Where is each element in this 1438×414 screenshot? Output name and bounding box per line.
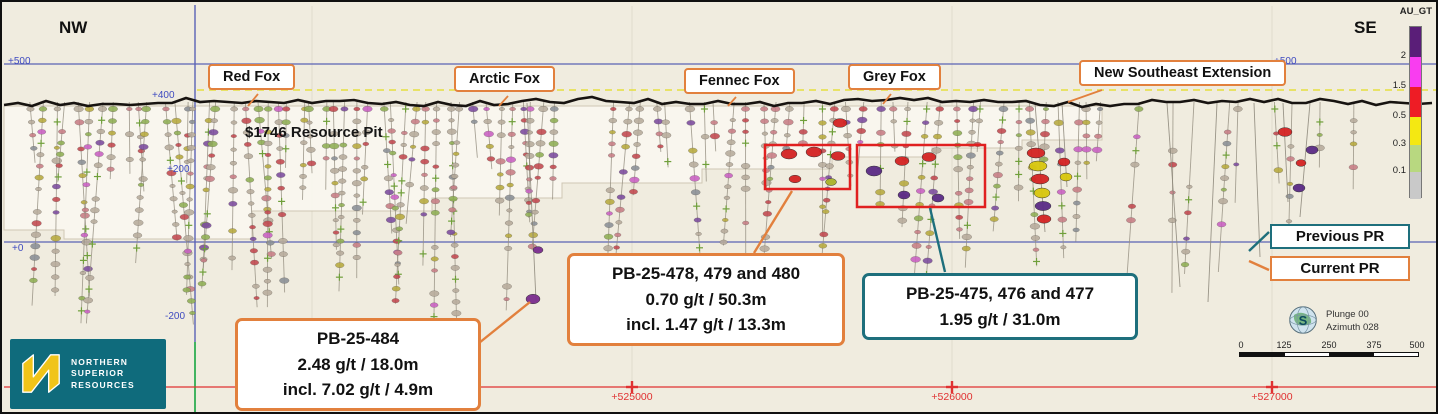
globe-south-label: S (1299, 313, 1308, 328)
zone-label-red-fox: Red Fox (208, 64, 296, 90)
legend-value-1-5: 1.5 (1392, 80, 1406, 91)
callout-pb-25-475-476-477: PB-25-475, 476 and 477 1.95 g/t / 31.0m (862, 273, 1138, 340)
scale-bar-segments (1239, 352, 1419, 357)
scale-tick-375: 375 (1366, 340, 1382, 350)
callout-grade: 0.70 g/t / 50.3m (645, 289, 767, 309)
zone-label-arctic-fox: Arctic Fox (454, 66, 555, 92)
plunge-label: Plunge 00 (1326, 309, 1369, 320)
scale-bar: 0 125 250 375 500 (1238, 340, 1425, 360)
elevation-label-200: +200 (167, 164, 190, 175)
scale-bar-segment (1329, 353, 1374, 356)
legend-value-0-3: 0.3 (1392, 138, 1406, 149)
legend-color-bar (1409, 26, 1422, 199)
logo-n-icon (22, 354, 60, 393)
elevation-label-400: +400 (152, 90, 175, 101)
scale-tick-250: 250 (1321, 340, 1337, 350)
company-logo: NORTHERN SUPERIOR RESOURCES (10, 339, 166, 409)
scale-bar-segment (1240, 353, 1285, 356)
legend-value-2: 2 (1400, 50, 1406, 61)
callout-included-grade: incl. 7.02 g/t / 4.9m (282, 380, 434, 399)
legend-value-0-1: 0.1 (1392, 165, 1406, 176)
elevation-label-0: +0 (12, 243, 24, 254)
easting-label-527000: +527000 (1251, 391, 1293, 403)
scale-bar-segment (1373, 353, 1418, 356)
callout-included-grade: incl. 1.47 g/t / 13.3m (626, 315, 786, 334)
azimuth-label: Azimuth 028 (1326, 322, 1379, 333)
orientation-globe-icon: S (1289, 306, 1317, 334)
compass-se: SE (1354, 18, 1377, 37)
zone-label-new-southeast-extension: New Southeast Extension (1079, 60, 1287, 86)
logo-text: NORTHERN SUPERIOR RESOURCES (71, 357, 135, 391)
easting-label-526000: +526000 (931, 391, 973, 403)
zone-label-fennec-fox: Fennec Fox (684, 68, 795, 94)
scale-tick-0: 0 (1238, 340, 1244, 350)
easting-label-525000: +525000 (611, 391, 653, 403)
logo-line-northern: NORTHERN (71, 356, 128, 367)
legend-color-segment (1410, 145, 1421, 172)
legend-color-segment (1410, 57, 1421, 87)
resource-pit-label: $1746 Resource Pit (245, 124, 383, 141)
scale-tick-500: 500 (1409, 340, 1425, 350)
legend-value-0-5: 0.5 (1392, 110, 1406, 121)
callout-title: PB-25-478, 479 and 480 (611, 264, 801, 283)
callout-title: PB-25-475, 476 and 477 (905, 284, 1095, 303)
callout-title: PB-25-484 (316, 329, 400, 348)
grade-legend: AU_GT 2 1.5 0.5 0.3 0.1 (1360, 6, 1436, 206)
current-pr-label: Current PR (1270, 256, 1410, 281)
compass-nw: NW (59, 18, 88, 37)
legend-color-segment (1410, 27, 1421, 57)
zone-label-grey-fox: Grey Fox (848, 64, 941, 90)
callout-grade: 2.48 g/t / 18.0m (297, 354, 419, 374)
logo-line-resources: RESOURCES (71, 379, 135, 390)
elevation-label-neg200: -200 (165, 311, 186, 322)
logo-line-superior: SUPERIOR (71, 368, 125, 379)
legend-color-segment (1410, 87, 1421, 117)
legend-color-segment (1410, 172, 1421, 199)
scale-tick-125: 125 (1276, 340, 1292, 350)
callout-grade: 1.95 g/t / 31.0m (939, 309, 1061, 329)
previous-pr-label: Previous PR (1270, 224, 1410, 249)
callout-pb-25-484: PB-25-484 2.48 g/t / 18.0m incl. 7.02 g/… (235, 318, 481, 411)
callout-pb-25-478-479-480: PB-25-478, 479 and 480 0.70 g/t / 50.3m … (567, 253, 845, 346)
legend-title: AU_GT (1399, 6, 1432, 17)
legend-color-segment (1410, 117, 1421, 145)
scale-bar-segment (1284, 353, 1329, 356)
elevation-label-500: +500 (8, 56, 31, 67)
